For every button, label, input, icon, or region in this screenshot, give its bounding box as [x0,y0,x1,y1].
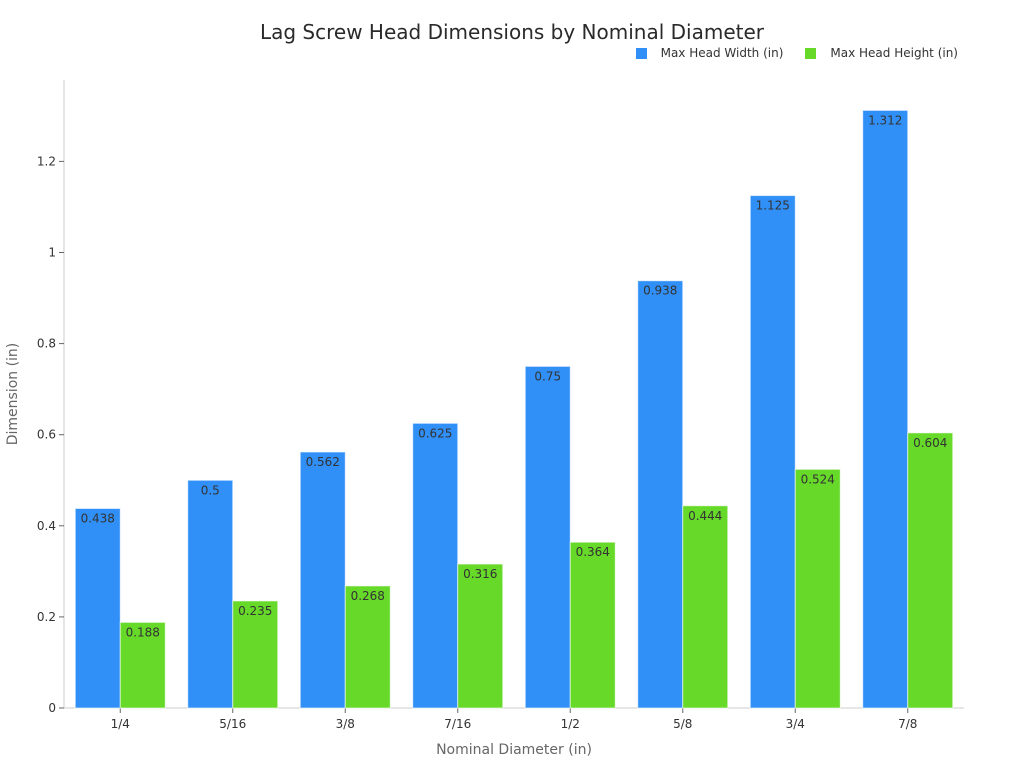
x-tick-label: 3/8 [336,717,355,731]
legend: Max Head Width (in) Max Head Height (in) [614,46,958,60]
bar-head-height[interactable] [682,505,729,709]
bar-head-width[interactable] [749,195,796,709]
x-tick-label: 3/4 [786,717,805,731]
legend-swatch-width [635,47,647,59]
y-tick-label: 0.6 [37,428,56,442]
bar-value-label: 0.5 [201,483,220,497]
bar-value-label: 0.562 [306,455,340,469]
legend-label-height: Max Head Height (in) [830,46,958,60]
bar-head-width[interactable] [187,479,234,709]
bar-head-width[interactable] [74,507,121,709]
legend-item-height[interactable]: Max Head Height (in) [805,46,958,60]
y-tick-label: 0 [48,701,56,715]
bar-value-label: 0.268 [351,589,385,603]
x-tick-label: 5/8 [673,717,692,731]
chart-title: Lag Screw Head Dimensions by Nominal Dia… [259,20,765,44]
y-tick-label: 1 [48,246,56,260]
bar-head-height[interactable] [344,585,391,709]
bar-value-label: 0.444 [688,509,722,523]
y-tick-label: 1.2 [37,154,56,168]
bar-head-width[interactable] [524,365,571,709]
bar-head-height[interactable] [569,541,616,709]
y-tick-label: 0.2 [37,610,56,624]
bar-head-height[interactable] [457,563,504,709]
bar-value-label: 0.438 [81,511,115,525]
bar-value-label: 0.625 [418,426,452,440]
bar-head-height[interactable] [907,432,954,709]
x-tick-label: 1/4 [111,717,130,731]
x-axis-label: Nominal Diameter (in) [436,742,592,758]
bar-head-height[interactable] [232,600,279,709]
bar-value-label: 0.524 [801,472,835,486]
bar-value-label: 0.364 [576,545,610,559]
bar-head-width[interactable] [412,422,459,709]
bar-head-height[interactable] [119,621,166,709]
bar-head-height[interactable] [794,468,841,709]
y-tick-label: 0.8 [37,337,56,351]
bar-head-width[interactable] [862,109,909,709]
bar-value-label: 0.188 [126,625,160,639]
bar-head-width[interactable] [637,280,684,709]
bar-value-label: 0.938 [643,284,677,298]
y-tick-label: 0.4 [37,519,56,533]
x-tick-label: 7/16 [444,717,471,731]
bar-value-label: 0.235 [238,604,272,618]
bar-value-label: 0.604 [913,436,947,450]
legend-swatch-height [805,47,817,59]
bar-value-label: 0.75 [534,369,561,383]
x-tick-label: 1/2 [561,717,580,731]
bar-head-width[interactable] [299,451,346,709]
bar-value-label: 1.125 [756,199,790,213]
x-tick-label: 7/8 [898,717,917,731]
legend-label-width: Max Head Width (in) [660,46,784,60]
bar-value-label: 1.312 [868,113,902,127]
x-tick-label: 5/16 [219,717,246,731]
legend-item-width[interactable]: Max Head Width (in) [635,46,784,60]
bar-value-label: 0.316 [463,567,497,581]
